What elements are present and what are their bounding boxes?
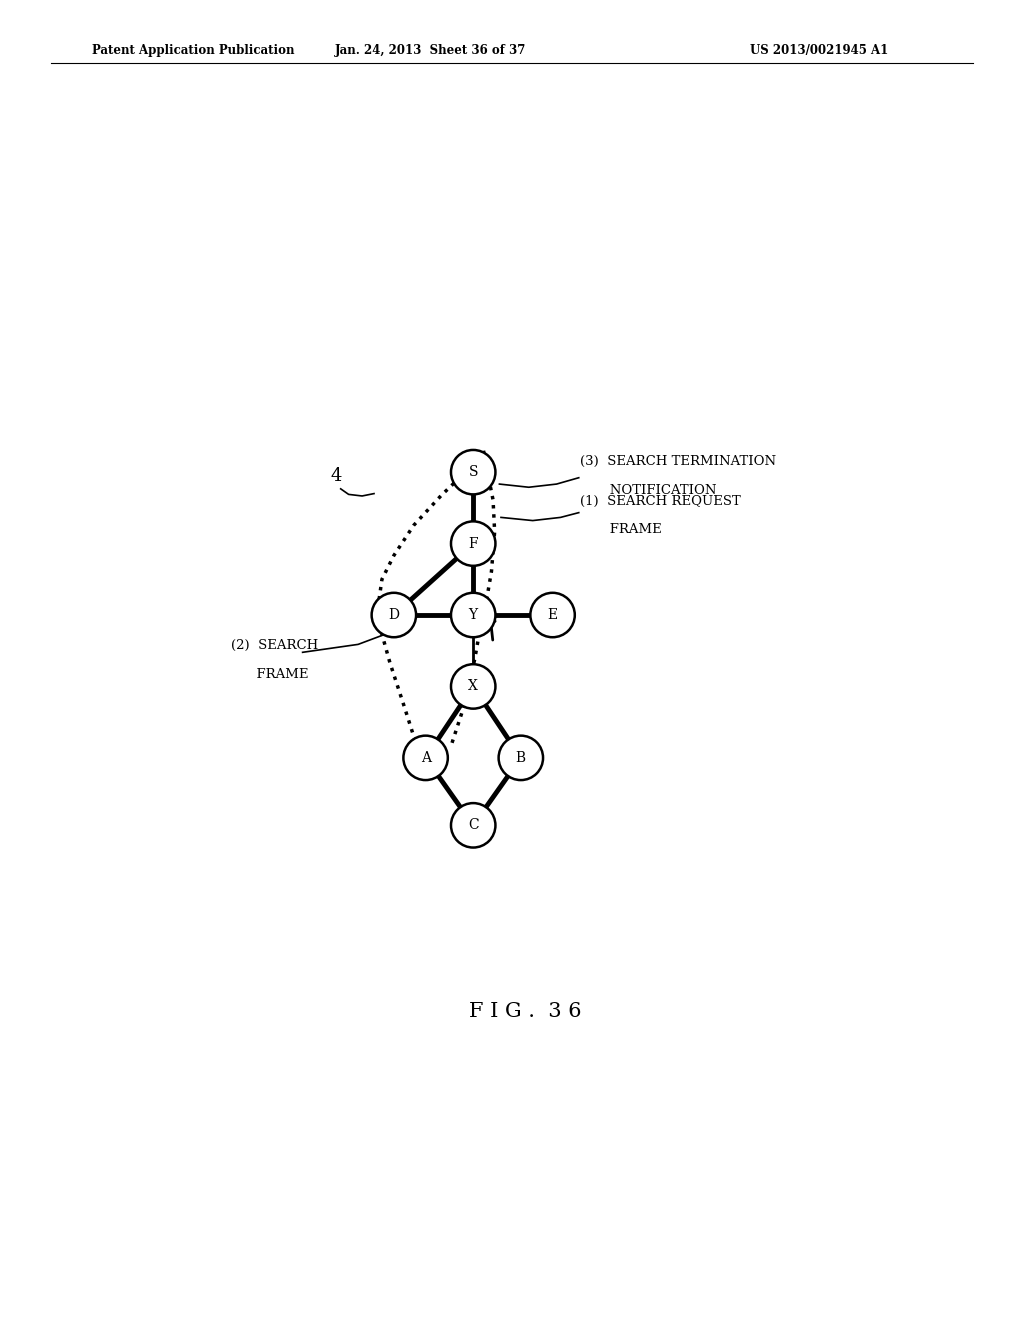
- Text: (2)  SEARCH: (2) SEARCH: [231, 639, 318, 652]
- Text: C: C: [468, 818, 478, 833]
- Circle shape: [499, 735, 543, 780]
- Text: S: S: [468, 465, 478, 479]
- Text: F I G .  3 6: F I G . 3 6: [469, 1002, 581, 1022]
- Text: Patent Application Publication: Patent Application Publication: [92, 44, 295, 57]
- Circle shape: [451, 664, 496, 709]
- Circle shape: [451, 521, 496, 566]
- Circle shape: [530, 593, 574, 638]
- Text: B: B: [516, 751, 526, 764]
- Circle shape: [451, 593, 496, 638]
- Text: US 2013/0021945 A1: US 2013/0021945 A1: [750, 44, 889, 57]
- Circle shape: [451, 450, 496, 495]
- Circle shape: [372, 593, 416, 638]
- Text: NOTIFICATION: NOTIFICATION: [581, 484, 717, 498]
- Text: E: E: [548, 609, 558, 622]
- Circle shape: [451, 803, 496, 847]
- Text: A: A: [421, 751, 431, 764]
- Text: (3)  SEARCH TERMINATION: (3) SEARCH TERMINATION: [581, 455, 776, 469]
- Circle shape: [403, 735, 447, 780]
- Text: 4: 4: [331, 467, 342, 486]
- Text: Jan. 24, 2013  Sheet 36 of 37: Jan. 24, 2013 Sheet 36 of 37: [335, 44, 525, 57]
- Text: X: X: [468, 680, 478, 693]
- Text: F: F: [468, 537, 478, 550]
- Text: (1)  SEARCH REQUEST: (1) SEARCH REQUEST: [581, 495, 741, 508]
- Text: D: D: [388, 609, 399, 622]
- Text: Y: Y: [469, 609, 478, 622]
- Text: FRAME: FRAME: [231, 668, 308, 681]
- Text: FRAME: FRAME: [581, 523, 663, 536]
